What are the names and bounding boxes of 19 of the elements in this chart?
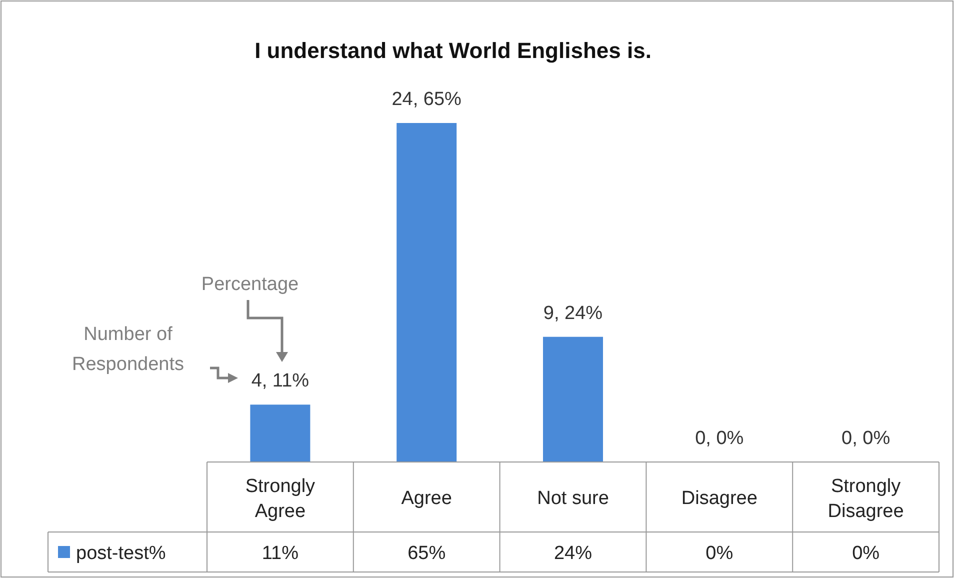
text: 0% [706,543,734,564]
x-tick-label: Not sure [537,488,609,509]
x-tick-label: Strongly Agree [245,476,316,522]
text: 11% [262,543,299,564]
x-tick-label: Agree [401,488,452,509]
x-tick-label: Disagree [681,488,758,509]
data-label: 24, 65% [392,89,462,110]
data-label: 4, 11% [251,370,310,392]
data-label: 0, 0% [695,428,744,449]
text: Number of Respondents [72,324,184,375]
chart-title: I understand what World Englishes is. [254,38,652,63]
text: 24% [554,543,592,564]
data-label: 0, 0% [842,428,890,449]
data-label: 9, 24% [543,302,603,324]
annotation: Percentage [201,274,299,295]
legend-label: post-test% [76,543,166,564]
x-tick-label: Strongly Disagree [828,476,904,522]
text: 0% [852,543,880,564]
text: 65% [408,543,446,564]
